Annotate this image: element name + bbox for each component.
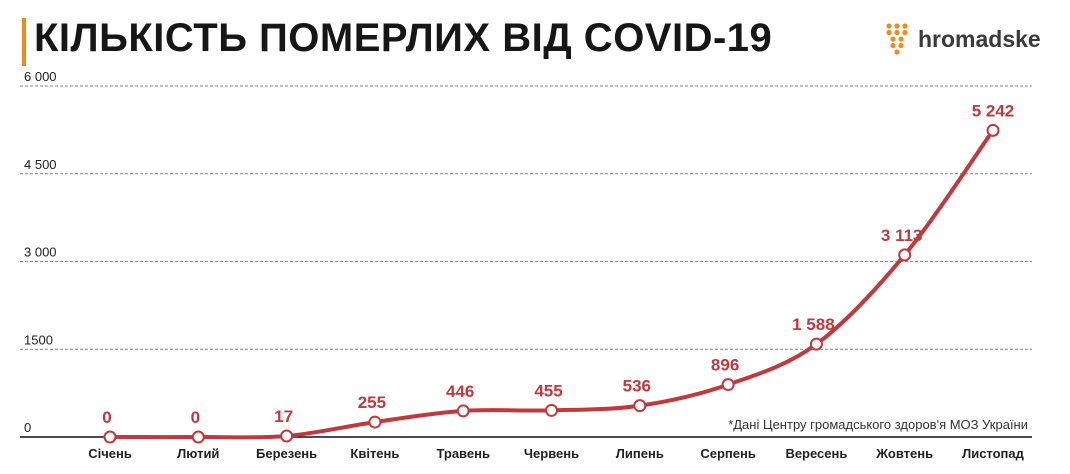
- logo-dot: [894, 29, 900, 36]
- y-tick-label: 0: [24, 420, 31, 435]
- data-label: 5 242: [972, 101, 1015, 120]
- data-label: 255: [358, 393, 386, 412]
- y-tick-label: 1500: [24, 332, 53, 347]
- logo-dot: [890, 42, 896, 49]
- logo-text: hromadske: [918, 25, 1041, 52]
- x-tick-label: Листопад: [962, 446, 1025, 461]
- data-point: [280, 429, 294, 443]
- logo-dot: [886, 29, 892, 36]
- data-label: 446: [446, 382, 474, 401]
- data-label: 896: [711, 356, 739, 375]
- x-tick-label: Жовтень: [875, 446, 933, 461]
- logo-dot: [886, 23, 892, 29]
- logo-dot: [902, 29, 908, 36]
- x-tick-label: Березень: [256, 446, 317, 461]
- y-tick-label: 4 500: [24, 157, 57, 172]
- data-point: [721, 378, 735, 392]
- data-point: [633, 399, 647, 413]
- y-tick-label: 3 000: [24, 245, 57, 260]
- x-tick-label: Квітень: [350, 446, 399, 461]
- x-tick-label: Січень: [88, 446, 132, 461]
- source-note: *Дані Центру громадського здоров'я МОЗ У…: [728, 417, 1028, 432]
- hromadske-dots-icon: [886, 23, 908, 55]
- x-tick-label: Травень: [436, 446, 490, 461]
- x-tick-label: Серпень: [700, 446, 756, 461]
- data-point: [809, 337, 823, 351]
- logo-dot: [894, 49, 900, 55]
- data-label: 1 588: [792, 315, 835, 334]
- data-label: 0: [102, 408, 111, 427]
- page-title: КІЛЬКІСТЬ ПОМЕРЛИХ ВІД COVID-19: [34, 16, 773, 60]
- logo-dot: [894, 23, 900, 29]
- data-point: [103, 430, 117, 444]
- data-label: 455: [534, 381, 562, 400]
- logo-dot: [890, 36, 896, 42]
- x-tick-label: Лютий: [177, 446, 219, 461]
- x-tick-label: Червень: [524, 446, 579, 461]
- x-tick-label: Вересень: [785, 446, 847, 461]
- x-tick-label: Липень: [616, 446, 664, 461]
- data-point: [898, 248, 912, 262]
- y-tick-label: 6 000: [24, 69, 57, 84]
- logo-dot: [902, 23, 908, 29]
- data-point: [456, 404, 470, 418]
- logo-dot: [898, 42, 904, 49]
- data-label: 536: [623, 377, 651, 396]
- data-point: [986, 123, 1000, 137]
- data-point: [545, 403, 558, 417]
- hromadske-logo: hromadske: [884, 22, 1041, 56]
- data-point: [191, 430, 205, 444]
- logo-dot: [898, 36, 904, 42]
- data-point: [368, 415, 382, 429]
- series-line: [109, 129, 995, 440]
- data-label: 0: [191, 408, 200, 427]
- data-label: 17: [274, 407, 293, 426]
- data-label: 3 113: [881, 226, 923, 245]
- title-accent-bar: [22, 18, 26, 66]
